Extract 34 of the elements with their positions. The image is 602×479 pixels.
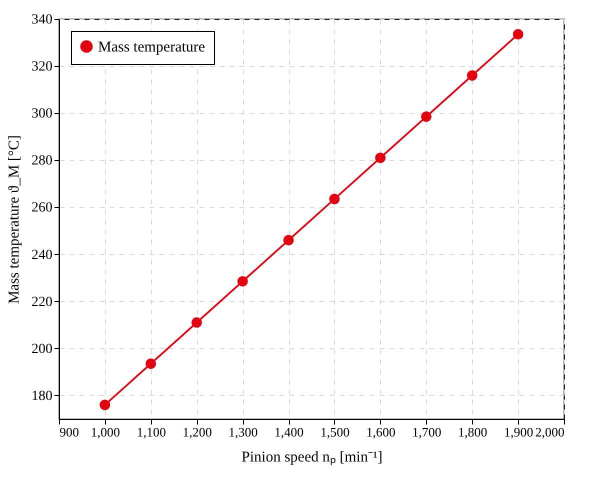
x-axis-title: Pinion speed nₚ [min⁻¹] xyxy=(242,450,382,466)
x-tick-label: 1,400 xyxy=(274,424,304,440)
point xyxy=(283,234,294,246)
legend-label: Mass temperature xyxy=(98,40,206,56)
x-tick-label: 1,000 xyxy=(90,424,120,440)
x-tick-label: 1,600 xyxy=(366,424,396,440)
x-tick-label: 1,300 xyxy=(228,424,258,440)
point xyxy=(512,29,524,40)
y-tick-label: 300 xyxy=(32,106,52,122)
y-tick-label: 240 xyxy=(32,248,52,263)
x-tick-label: 900 xyxy=(60,424,79,440)
x-tick-label: 1,900 xyxy=(504,424,534,440)
y-tick-label: 260 xyxy=(32,200,52,216)
y-tick-label: 180 xyxy=(32,388,52,404)
point xyxy=(100,400,110,410)
y-tick-label: 220 xyxy=(32,294,52,310)
y-axis-title: Mass temperature ϑ_M [°C] xyxy=(6,135,22,304)
y-tick-label: 280 xyxy=(32,154,52,169)
point xyxy=(191,317,202,328)
x-tick-label: 1,500 xyxy=(320,424,350,440)
y-tick-label: 320 xyxy=(32,60,52,75)
x-tick-label: 2,000 xyxy=(535,424,564,440)
x-tick-label: 1,100 xyxy=(136,424,166,440)
point xyxy=(329,194,340,204)
x-tick-label: 1,200 xyxy=(182,424,212,440)
x-tick-label: 1,800 xyxy=(458,424,488,440)
point xyxy=(237,276,248,287)
point xyxy=(375,152,386,164)
point xyxy=(146,358,156,369)
y-tick-label: 200 xyxy=(32,342,52,357)
x-tick-label: 1,700 xyxy=(412,424,442,440)
point xyxy=(466,70,478,81)
y-tick-label: 340 xyxy=(32,12,52,28)
point xyxy=(421,111,432,122)
